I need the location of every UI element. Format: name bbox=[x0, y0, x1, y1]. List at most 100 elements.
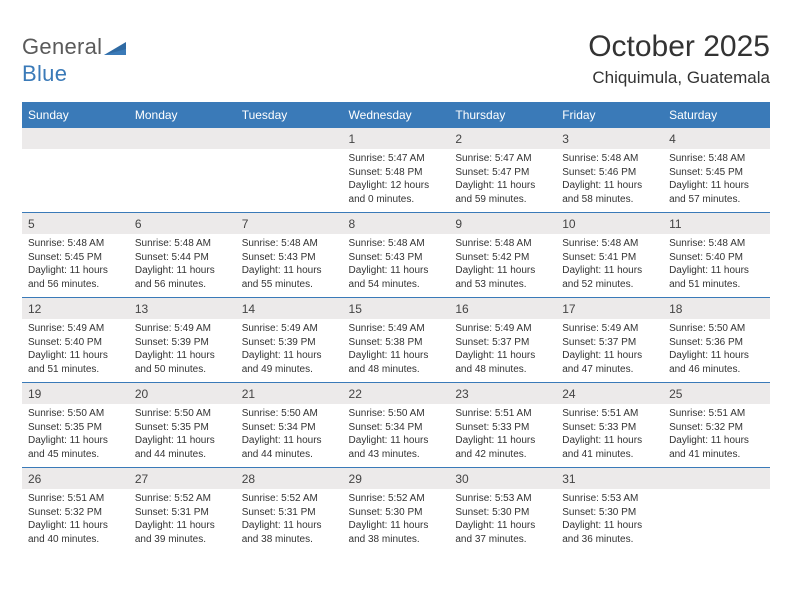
day-body: Sunrise: 5:48 AMSunset: 5:46 PMDaylight:… bbox=[556, 149, 663, 212]
calendar-cell: 9Sunrise: 5:48 AMSunset: 5:42 PMDaylight… bbox=[449, 213, 556, 298]
day-line: and 44 minutes. bbox=[135, 448, 230, 462]
day-line: Sunrise: 5:48 AM bbox=[562, 237, 657, 251]
location-label: Chiquimula, Guatemala bbox=[588, 68, 770, 88]
day-line: Daylight: 11 hours bbox=[242, 349, 337, 363]
day-line: Daylight: 11 hours bbox=[669, 179, 764, 193]
calendar-cell bbox=[129, 128, 236, 213]
dayhead-thursday: Thursday bbox=[449, 102, 556, 128]
day-line: Sunrise: 5:49 AM bbox=[455, 322, 550, 336]
day-line: Daylight: 11 hours bbox=[455, 264, 550, 278]
day-line: and 42 minutes. bbox=[455, 448, 550, 462]
day-line bbox=[669, 533, 764, 547]
day-line bbox=[28, 152, 123, 166]
day-body: Sunrise: 5:50 AMSunset: 5:35 PMDaylight:… bbox=[129, 404, 236, 467]
day-body: Sunrise: 5:48 AMSunset: 5:42 PMDaylight:… bbox=[449, 234, 556, 297]
calendar-week: 1Sunrise: 5:47 AMSunset: 5:48 PMDaylight… bbox=[22, 128, 770, 213]
day-line: and 51 minutes. bbox=[669, 278, 764, 292]
day-body: Sunrise: 5:49 AMSunset: 5:39 PMDaylight:… bbox=[129, 319, 236, 382]
day-number: 12 bbox=[22, 298, 129, 319]
day-line: and 52 minutes. bbox=[562, 278, 657, 292]
day-number bbox=[129, 128, 236, 149]
day-line: Sunset: 5:31 PM bbox=[242, 506, 337, 520]
day-line: Daylight: 11 hours bbox=[562, 519, 657, 533]
calendar-cell: 26Sunrise: 5:51 AMSunset: 5:32 PMDayligh… bbox=[22, 468, 129, 553]
day-number: 28 bbox=[236, 468, 343, 489]
day-line: Sunrise: 5:50 AM bbox=[242, 407, 337, 421]
calendar-cell: 10Sunrise: 5:48 AMSunset: 5:41 PMDayligh… bbox=[556, 213, 663, 298]
day-line: and 47 minutes. bbox=[562, 363, 657, 377]
day-line: Sunrise: 5:48 AM bbox=[28, 237, 123, 251]
day-number: 5 bbox=[22, 213, 129, 234]
day-line: Sunset: 5:30 PM bbox=[455, 506, 550, 520]
day-line: and 51 minutes. bbox=[28, 363, 123, 377]
day-body: Sunrise: 5:50 AMSunset: 5:35 PMDaylight:… bbox=[22, 404, 129, 467]
day-line: Sunset: 5:43 PM bbox=[242, 251, 337, 265]
calendar-cell: 21Sunrise: 5:50 AMSunset: 5:34 PMDayligh… bbox=[236, 383, 343, 468]
calendar-page: GeneralBlue October 2025 Chiquimula, Gua… bbox=[0, 0, 792, 552]
day-body: Sunrise: 5:50 AMSunset: 5:34 PMDaylight:… bbox=[236, 404, 343, 467]
day-line: Sunrise: 5:48 AM bbox=[135, 237, 230, 251]
day-number: 19 bbox=[22, 383, 129, 404]
dayhead-sunday: Sunday bbox=[22, 102, 129, 128]
day-number: 30 bbox=[449, 468, 556, 489]
day-number: 16 bbox=[449, 298, 556, 319]
day-line: Daylight: 11 hours bbox=[349, 264, 444, 278]
day-body: Sunrise: 5:48 AMSunset: 5:43 PMDaylight:… bbox=[236, 234, 343, 297]
day-line: and 36 minutes. bbox=[562, 533, 657, 547]
day-body: Sunrise: 5:47 AMSunset: 5:48 PMDaylight:… bbox=[343, 149, 450, 212]
dayhead-wednesday: Wednesday bbox=[343, 102, 450, 128]
calendar-head: Sunday Monday Tuesday Wednesday Thursday… bbox=[22, 102, 770, 128]
day-number: 4 bbox=[663, 128, 770, 149]
calendar-cell: 11Sunrise: 5:48 AMSunset: 5:40 PMDayligh… bbox=[663, 213, 770, 298]
day-line: Sunset: 5:40 PM bbox=[669, 251, 764, 265]
dayhead-friday: Friday bbox=[556, 102, 663, 128]
day-body: Sunrise: 5:53 AMSunset: 5:30 PMDaylight:… bbox=[449, 489, 556, 552]
calendar-cell: 24Sunrise: 5:51 AMSunset: 5:33 PMDayligh… bbox=[556, 383, 663, 468]
day-body: Sunrise: 5:49 AMSunset: 5:37 PMDaylight:… bbox=[556, 319, 663, 382]
day-line: Sunset: 5:38 PM bbox=[349, 336, 444, 350]
day-body bbox=[22, 149, 129, 212]
day-line bbox=[135, 193, 230, 207]
day-number: 26 bbox=[22, 468, 129, 489]
day-line: and 41 minutes. bbox=[562, 448, 657, 462]
day-line: and 56 minutes. bbox=[135, 278, 230, 292]
day-line: Daylight: 11 hours bbox=[455, 179, 550, 193]
day-line: Sunset: 5:37 PM bbox=[562, 336, 657, 350]
day-line: Sunrise: 5:48 AM bbox=[455, 237, 550, 251]
day-line: Daylight: 11 hours bbox=[28, 264, 123, 278]
day-line bbox=[135, 152, 230, 166]
day-body bbox=[663, 489, 770, 552]
day-line: Sunset: 5:32 PM bbox=[28, 506, 123, 520]
day-line bbox=[242, 166, 337, 180]
day-line: Sunrise: 5:49 AM bbox=[242, 322, 337, 336]
day-line: Sunrise: 5:52 AM bbox=[349, 492, 444, 506]
day-body: Sunrise: 5:48 AMSunset: 5:41 PMDaylight:… bbox=[556, 234, 663, 297]
day-line: Sunset: 5:45 PM bbox=[28, 251, 123, 265]
day-line: Daylight: 11 hours bbox=[669, 434, 764, 448]
day-line bbox=[669, 519, 764, 533]
day-line: Daylight: 11 hours bbox=[135, 434, 230, 448]
dayhead-monday: Monday bbox=[129, 102, 236, 128]
day-body: Sunrise: 5:51 AMSunset: 5:32 PMDaylight:… bbox=[663, 404, 770, 467]
day-line bbox=[28, 166, 123, 180]
day-line: Sunset: 5:46 PM bbox=[562, 166, 657, 180]
calendar-cell: 30Sunrise: 5:53 AMSunset: 5:30 PMDayligh… bbox=[449, 468, 556, 553]
calendar-cell: 17Sunrise: 5:49 AMSunset: 5:37 PMDayligh… bbox=[556, 298, 663, 383]
day-line: Sunrise: 5:48 AM bbox=[242, 237, 337, 251]
day-line: Daylight: 11 hours bbox=[28, 349, 123, 363]
day-line: and 45 minutes. bbox=[28, 448, 123, 462]
day-line: and 55 minutes. bbox=[242, 278, 337, 292]
day-number: 23 bbox=[449, 383, 556, 404]
calendar-table: Sunday Monday Tuesday Wednesday Thursday… bbox=[22, 102, 770, 552]
logo-triangle-icon bbox=[104, 35, 126, 61]
calendar-cell: 1Sunrise: 5:47 AMSunset: 5:48 PMDaylight… bbox=[343, 128, 450, 213]
day-line: and 41 minutes. bbox=[669, 448, 764, 462]
day-line: and 59 minutes. bbox=[455, 193, 550, 207]
day-line: Daylight: 11 hours bbox=[349, 434, 444, 448]
logo-text: GeneralBlue bbox=[22, 34, 126, 87]
day-line: Sunset: 5:30 PM bbox=[562, 506, 657, 520]
logo-text-right: Blue bbox=[22, 61, 67, 86]
calendar-week: 19Sunrise: 5:50 AMSunset: 5:35 PMDayligh… bbox=[22, 383, 770, 468]
day-line: and 44 minutes. bbox=[242, 448, 337, 462]
day-body: Sunrise: 5:48 AMSunset: 5:45 PMDaylight:… bbox=[22, 234, 129, 297]
